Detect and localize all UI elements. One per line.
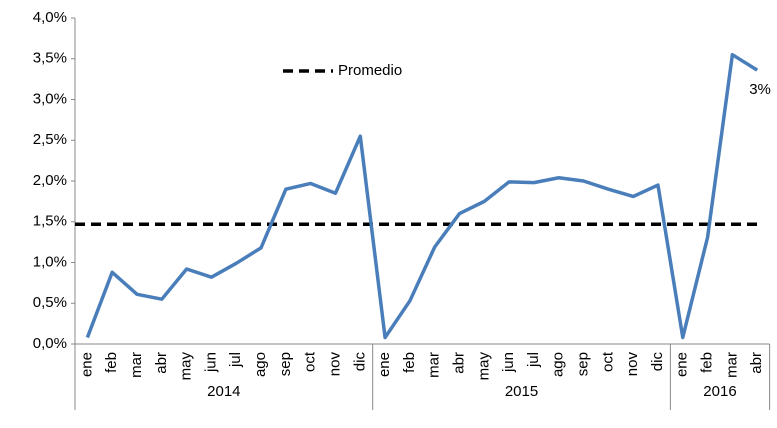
x-tick-label: ene bbox=[78, 352, 95, 377]
series-line bbox=[85, 52, 759, 340]
group-label: 2014 bbox=[207, 383, 240, 400]
y-tick-label: 2,5% bbox=[33, 131, 67, 148]
x-tick-label: abr bbox=[450, 352, 467, 374]
x-tick-label: oct bbox=[599, 351, 616, 372]
x-tick-label: ene bbox=[674, 352, 691, 377]
y-tick-label: 2,0% bbox=[33, 172, 67, 189]
x-tick-label: nov bbox=[326, 352, 343, 377]
x-tick-label: sep bbox=[575, 352, 592, 376]
y-tick-label: 1,5% bbox=[33, 213, 67, 230]
x-tick-label: mar bbox=[426, 352, 443, 378]
x-tick-label: dic bbox=[351, 352, 368, 372]
x-tick-label: feb bbox=[401, 352, 418, 373]
x-tick-label: jul bbox=[227, 352, 244, 368]
x-tick-label: ago bbox=[252, 352, 269, 377]
x-tick-label: may bbox=[178, 352, 195, 381]
x-tick-label: dic bbox=[649, 352, 666, 372]
x-tick-label: oct bbox=[302, 351, 319, 372]
x-tick-label: feb bbox=[699, 352, 716, 373]
y-tick-label: 0,0% bbox=[33, 335, 67, 352]
legend-label: Promedio bbox=[338, 62, 402, 79]
x-tick-label: may bbox=[475, 352, 492, 381]
group-label: 2015 bbox=[505, 383, 538, 400]
x-tick-label: mar bbox=[128, 352, 145, 378]
x-tick-label: ene bbox=[376, 352, 393, 377]
x-tick-label: jun bbox=[202, 352, 219, 373]
x-tick-label: jun bbox=[500, 352, 517, 373]
y-tick-label: 4,0% bbox=[33, 9, 67, 26]
y-tick-label: 3,0% bbox=[33, 90, 67, 107]
y-tick-label: 0,5% bbox=[33, 294, 67, 311]
y-tick-label: 3,5% bbox=[33, 50, 67, 67]
x-tick-label: sep bbox=[277, 352, 294, 376]
x-tick-label: mar bbox=[723, 352, 740, 378]
x-tick-label: jul bbox=[525, 352, 542, 368]
x-tick-label: feb bbox=[103, 352, 120, 373]
x-tick-label: ago bbox=[550, 352, 567, 377]
data-label: 3% bbox=[749, 81, 771, 98]
x-tick-label: nov bbox=[624, 352, 641, 377]
x-tick-label: abr bbox=[748, 352, 765, 374]
y-tick-label: 1,0% bbox=[33, 253, 67, 270]
x-tick-label: abr bbox=[153, 352, 170, 374]
group-label: 2016 bbox=[703, 383, 736, 400]
